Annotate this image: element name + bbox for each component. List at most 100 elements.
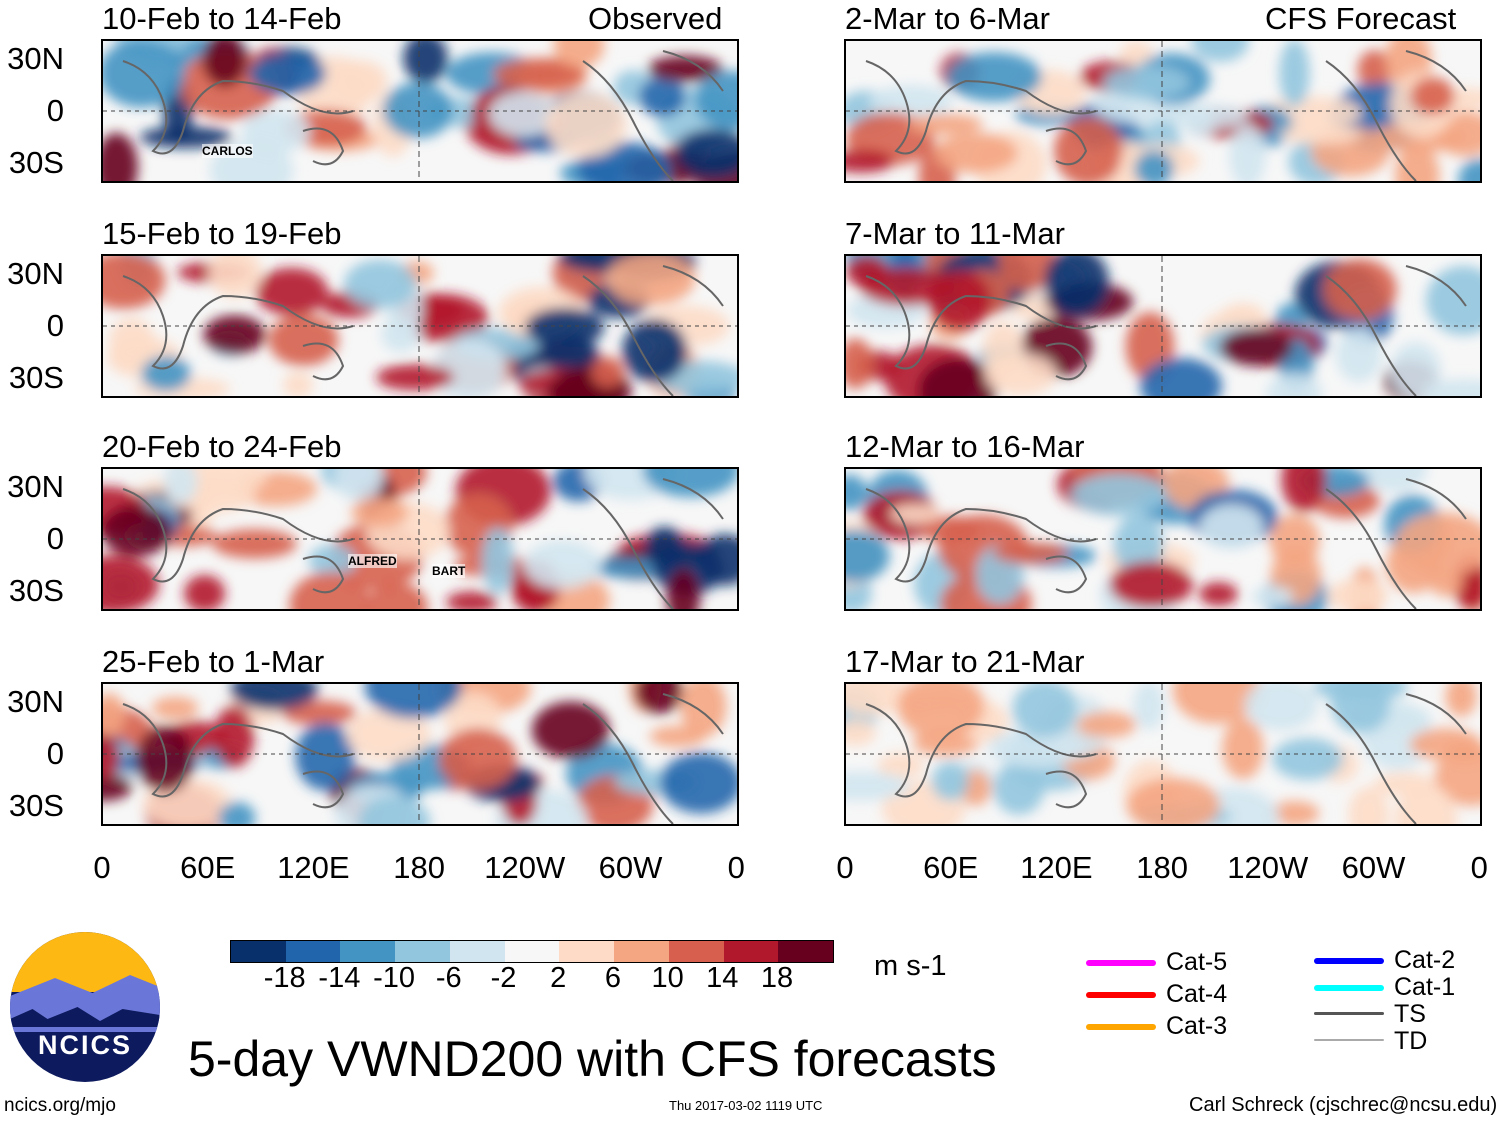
anomaly-blob <box>1280 124 1362 145</box>
anomaly-blob <box>230 684 318 711</box>
anomaly-blob <box>212 529 297 559</box>
anomaly-blob <box>1357 49 1392 90</box>
anomaly-blob <box>525 307 605 348</box>
anomaly-blob <box>545 92 627 158</box>
anomaly-blob <box>283 371 314 396</box>
anomaly-blob <box>103 256 166 310</box>
coastline <box>122 50 724 181</box>
colorbar-swatch <box>395 941 450 962</box>
anomaly-blob <box>889 503 941 524</box>
lon-label: 60W <box>598 850 663 885</box>
anomaly-blob <box>281 700 357 726</box>
legend-line-cat-3 <box>1086 1024 1156 1030</box>
anomaly-blob <box>1394 785 1458 824</box>
map-panel <box>844 467 1482 611</box>
observed-label: Observed <box>588 1 723 36</box>
anomaly-blob <box>1272 737 1344 780</box>
coastline <box>865 693 1467 824</box>
anomaly-blob <box>1445 684 1477 717</box>
legend-label: TS <box>1394 1000 1426 1028</box>
anomaly-blob <box>1394 144 1440 181</box>
anomaly-blob <box>931 761 969 801</box>
anomaly-blob <box>1266 373 1323 396</box>
coastline <box>865 50 1467 181</box>
colorbar-tick-label: -10 <box>373 962 416 994</box>
anomaly-blob <box>103 693 126 736</box>
colorbar <box>230 940 834 963</box>
lon-label: 120W <box>484 850 566 885</box>
anomaly-blob <box>675 128 737 178</box>
anomaly-blob <box>1103 65 1190 100</box>
anomaly-blob <box>1390 341 1441 396</box>
anomaly-blob <box>403 41 448 84</box>
legend-line-td <box>1314 1039 1384 1041</box>
anomaly-blob <box>946 52 1042 102</box>
anomaly-blob <box>531 701 610 760</box>
anomaly-blob <box>139 126 233 149</box>
anomaly-blob <box>1323 258 1397 321</box>
panel-title: 17-Mar to 21-Mar <box>845 644 1085 679</box>
colorbar-swatch <box>614 941 669 962</box>
legend-label: Cat-5 <box>1166 948 1228 976</box>
anomaly-blob <box>1172 684 1261 724</box>
anomaly-blob <box>1071 473 1167 516</box>
anomaly-blob <box>103 772 133 802</box>
anomaly-blob <box>877 752 925 779</box>
anomaly-blob <box>660 752 737 814</box>
legend-line-ts <box>1314 1012 1384 1015</box>
anomaly-blob <box>1222 718 1264 780</box>
colorbar-tick-label: 6 <box>604 962 621 994</box>
map-panel <box>101 39 739 183</box>
anomaly-blob <box>918 358 997 396</box>
anomaly-blob <box>928 269 991 332</box>
anomaly-blob <box>364 684 462 719</box>
anomaly-blob <box>846 474 868 511</box>
anomaly-blob <box>346 708 431 762</box>
footer-url[interactable]: ncics.org/mjo <box>4 1095 116 1116</box>
anomaly-blob <box>634 684 684 714</box>
lon-label: 60E <box>180 850 236 885</box>
anomaly-blob <box>218 802 256 824</box>
colorbar-swatch <box>723 941 779 962</box>
anomaly-blob <box>1251 585 1294 608</box>
colorbar-tick-label: -14 <box>318 962 361 994</box>
legend-label: Cat-4 <box>1166 980 1228 1008</box>
anomaly-blob <box>1126 777 1221 824</box>
anomaly-blob <box>358 796 431 824</box>
lon-label: 0 <box>727 850 745 885</box>
coastline <box>122 265 724 396</box>
anomaly-blob <box>255 267 329 316</box>
colorbar-tick-label: -2 <box>490 962 517 994</box>
anomaly-blob <box>488 91 558 137</box>
lat-label: 30S <box>8 573 64 608</box>
anomaly-blob <box>1458 158 1480 181</box>
anomaly-blob <box>103 555 159 609</box>
storm-label-alfred: ALFRED <box>348 554 397 568</box>
anomaly-blob <box>1359 469 1428 492</box>
anomaly-blob <box>289 571 372 609</box>
anomaly-blob <box>1326 579 1389 609</box>
anomaly-blob <box>1425 265 1480 336</box>
lat-label: 0 <box>46 93 64 128</box>
colorbar-swatch <box>231 941 286 962</box>
anomaly-blob <box>1269 800 1320 824</box>
anomaly-blob <box>1168 103 1248 129</box>
lon-label: 60W <box>1341 850 1406 885</box>
panel-title: 7-Mar to 11-Mar <box>845 216 1065 251</box>
lat-label: 0 <box>46 736 64 771</box>
anomaly-blob <box>268 314 339 366</box>
anomaly-blob <box>1335 327 1382 383</box>
anomaly-blob <box>1076 711 1137 738</box>
anomaly-blob <box>1012 684 1078 738</box>
panel-title: 25-Feb to 1-Mar <box>102 644 325 679</box>
anomaly-blob <box>1199 582 1238 606</box>
anomaly-blob <box>644 526 686 568</box>
anomaly-blob <box>694 70 737 130</box>
coastline <box>865 265 1467 396</box>
legend-label: Cat-1 <box>1394 973 1456 1001</box>
anomaly-blob <box>1113 514 1164 577</box>
logo-text: NCICS <box>37 1030 132 1060</box>
anomaly-blob <box>1134 150 1174 181</box>
anomaly-blob <box>208 256 262 299</box>
